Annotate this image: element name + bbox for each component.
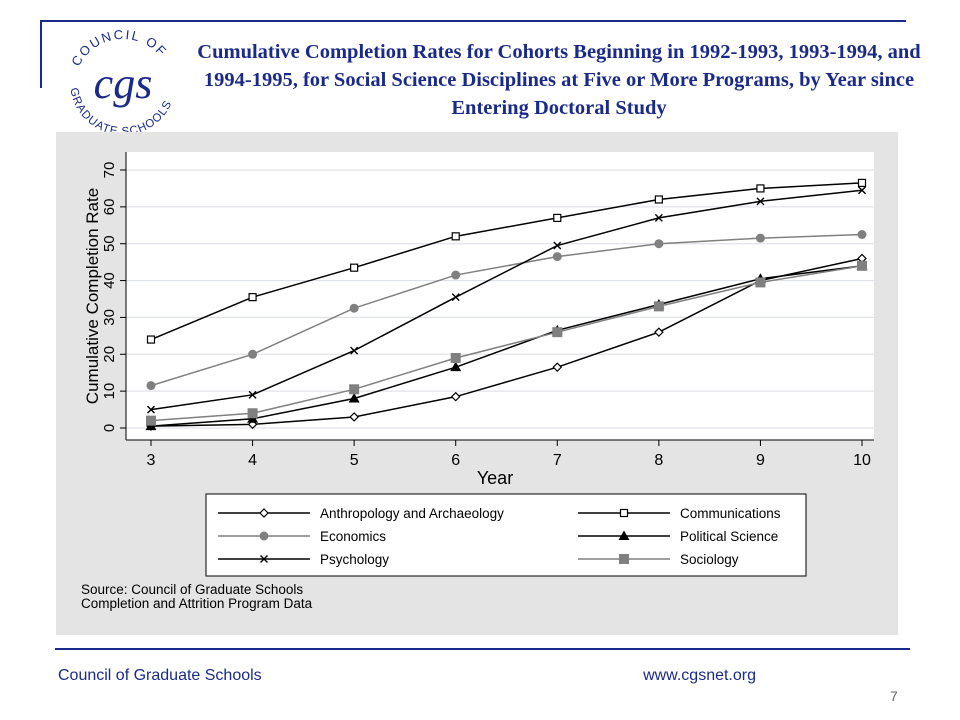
y-axis-label: Cumulative Completion Rate — [83, 188, 102, 404]
data-point-economics — [451, 270, 461, 280]
x-axis-label: Year — [477, 468, 513, 488]
chart-panel: 0 10 20 30 40 50 60 70 3 4 5 6 7 8 9 10 Cumulative Compl… — [56, 132, 898, 635]
series-line-anthropology-and-archaeology — [150, 257, 863, 427]
data-point-political-science — [450, 361, 462, 372]
legend-swatch-marker — [259, 531, 269, 541]
legend-label: Communications — [680, 506, 781, 521]
series-line-sociology — [150, 265, 863, 422]
source-note: Source: Council of Graduate Schools — [81, 582, 303, 597]
legend-swatch-marker — [619, 508, 629, 518]
left-rule — [40, 20, 42, 88]
x-tick-label: 8 — [654, 452, 663, 469]
data-point-psychology — [553, 241, 562, 250]
y-tick-label: 40 — [101, 272, 118, 289]
y-tick-label: 20 — [101, 346, 118, 363]
data-point-sociology — [755, 277, 766, 288]
data-point-economics — [146, 381, 156, 391]
y-tick-label: 0 — [101, 424, 118, 432]
slide-title: Cumulative Completion Rates for Cohorts … — [197, 41, 921, 119]
x-tick-label: 10 — [853, 452, 871, 469]
data-point-psychology — [654, 213, 663, 222]
footer-organization: Council of Graduate Schools — [58, 667, 262, 684]
y-tick-label: 70 — [101, 162, 118, 179]
data-point-communications — [350, 263, 359, 272]
data-point-communications — [248, 293, 257, 302]
data-point-psychology — [350, 346, 359, 355]
footer-website-link[interactable]: www.cgsnet.org — [643, 667, 756, 684]
data-point-communications — [857, 178, 867, 188]
bottom-rule — [55, 648, 910, 650]
data-point-communications — [451, 232, 460, 241]
data-point-economics — [248, 349, 258, 359]
y-tick-label: 10 — [101, 383, 118, 400]
legend-swatch-marker — [618, 530, 630, 540]
legend-label: Economics — [320, 529, 386, 544]
legend-label: Sociology — [680, 552, 739, 567]
data-point-communications — [146, 335, 156, 344]
series-line-communications — [150, 182, 863, 341]
data-point-psychology — [451, 293, 460, 302]
page-number: 7 — [890, 688, 898, 704]
source-note: Completion and Attrition Program Data — [81, 596, 313, 611]
legend-label: Psychology — [320, 552, 389, 567]
x-tick-label: 4 — [248, 452, 257, 469]
data-point-sociology — [552, 327, 563, 338]
data-point-sociology — [857, 260, 867, 271]
data-point-economics — [755, 233, 765, 243]
legend-swatch-marker — [619, 554, 629, 564]
x-tick-label: 3 — [147, 452, 156, 469]
y-tick-label: 50 — [101, 235, 118, 252]
legend-label: Political Science — [680, 529, 778, 544]
y-tick-label: 30 — [101, 309, 118, 326]
data-point-sociology — [653, 301, 664, 312]
legend-box — [205, 493, 807, 577]
x-tick-label: 5 — [350, 452, 359, 469]
data-point-psychology — [248, 390, 257, 399]
data-point-political-science — [348, 393, 360, 403]
data-point-communications — [756, 184, 765, 193]
data-point-anthropology-and-archaeology — [349, 412, 359, 422]
data-point-sociology — [146, 415, 156, 426]
top-rule — [40, 20, 906, 22]
data-point-economics — [857, 230, 867, 239]
x-tick-label: 9 — [756, 452, 765, 469]
x-tick-label: 6 — [451, 452, 460, 469]
data-point-psychology — [147, 405, 155, 414]
data-point-anthropology-and-archaeology — [654, 327, 664, 338]
data-point-communications — [553, 213, 562, 223]
series-line-psychology — [150, 189, 863, 411]
series-line-economics — [150, 233, 863, 387]
legend-label: Anthropology and Archaeology — [320, 506, 504, 521]
data-point-economics — [552, 252, 562, 262]
data-point-sociology — [450, 352, 461, 363]
data-point-communications — [654, 195, 663, 204]
data-point-psychology — [756, 197, 765, 206]
data-point-anthropology-and-archaeology — [450, 391, 461, 402]
data-point-anthropology-and-archaeology — [552, 362, 563, 373]
data-point-economics — [654, 239, 664, 249]
y-tick-label: 60 — [101, 199, 118, 216]
data-point-sociology — [349, 384, 360, 395]
x-tick-label: 7 — [553, 452, 562, 469]
data-point-psychology — [858, 186, 866, 195]
data-point-economics — [349, 303, 359, 313]
legend-swatch-marker — [260, 555, 268, 563]
series-line-political-science — [150, 265, 863, 427]
data-point-sociology — [247, 408, 258, 419]
cgs-logo: COUNCIL OF GRADUATE SCHOOLS cgs — [67, 27, 173, 134]
legend-swatch-marker — [259, 508, 269, 518]
logo-monogram: cgs — [94, 59, 153, 108]
